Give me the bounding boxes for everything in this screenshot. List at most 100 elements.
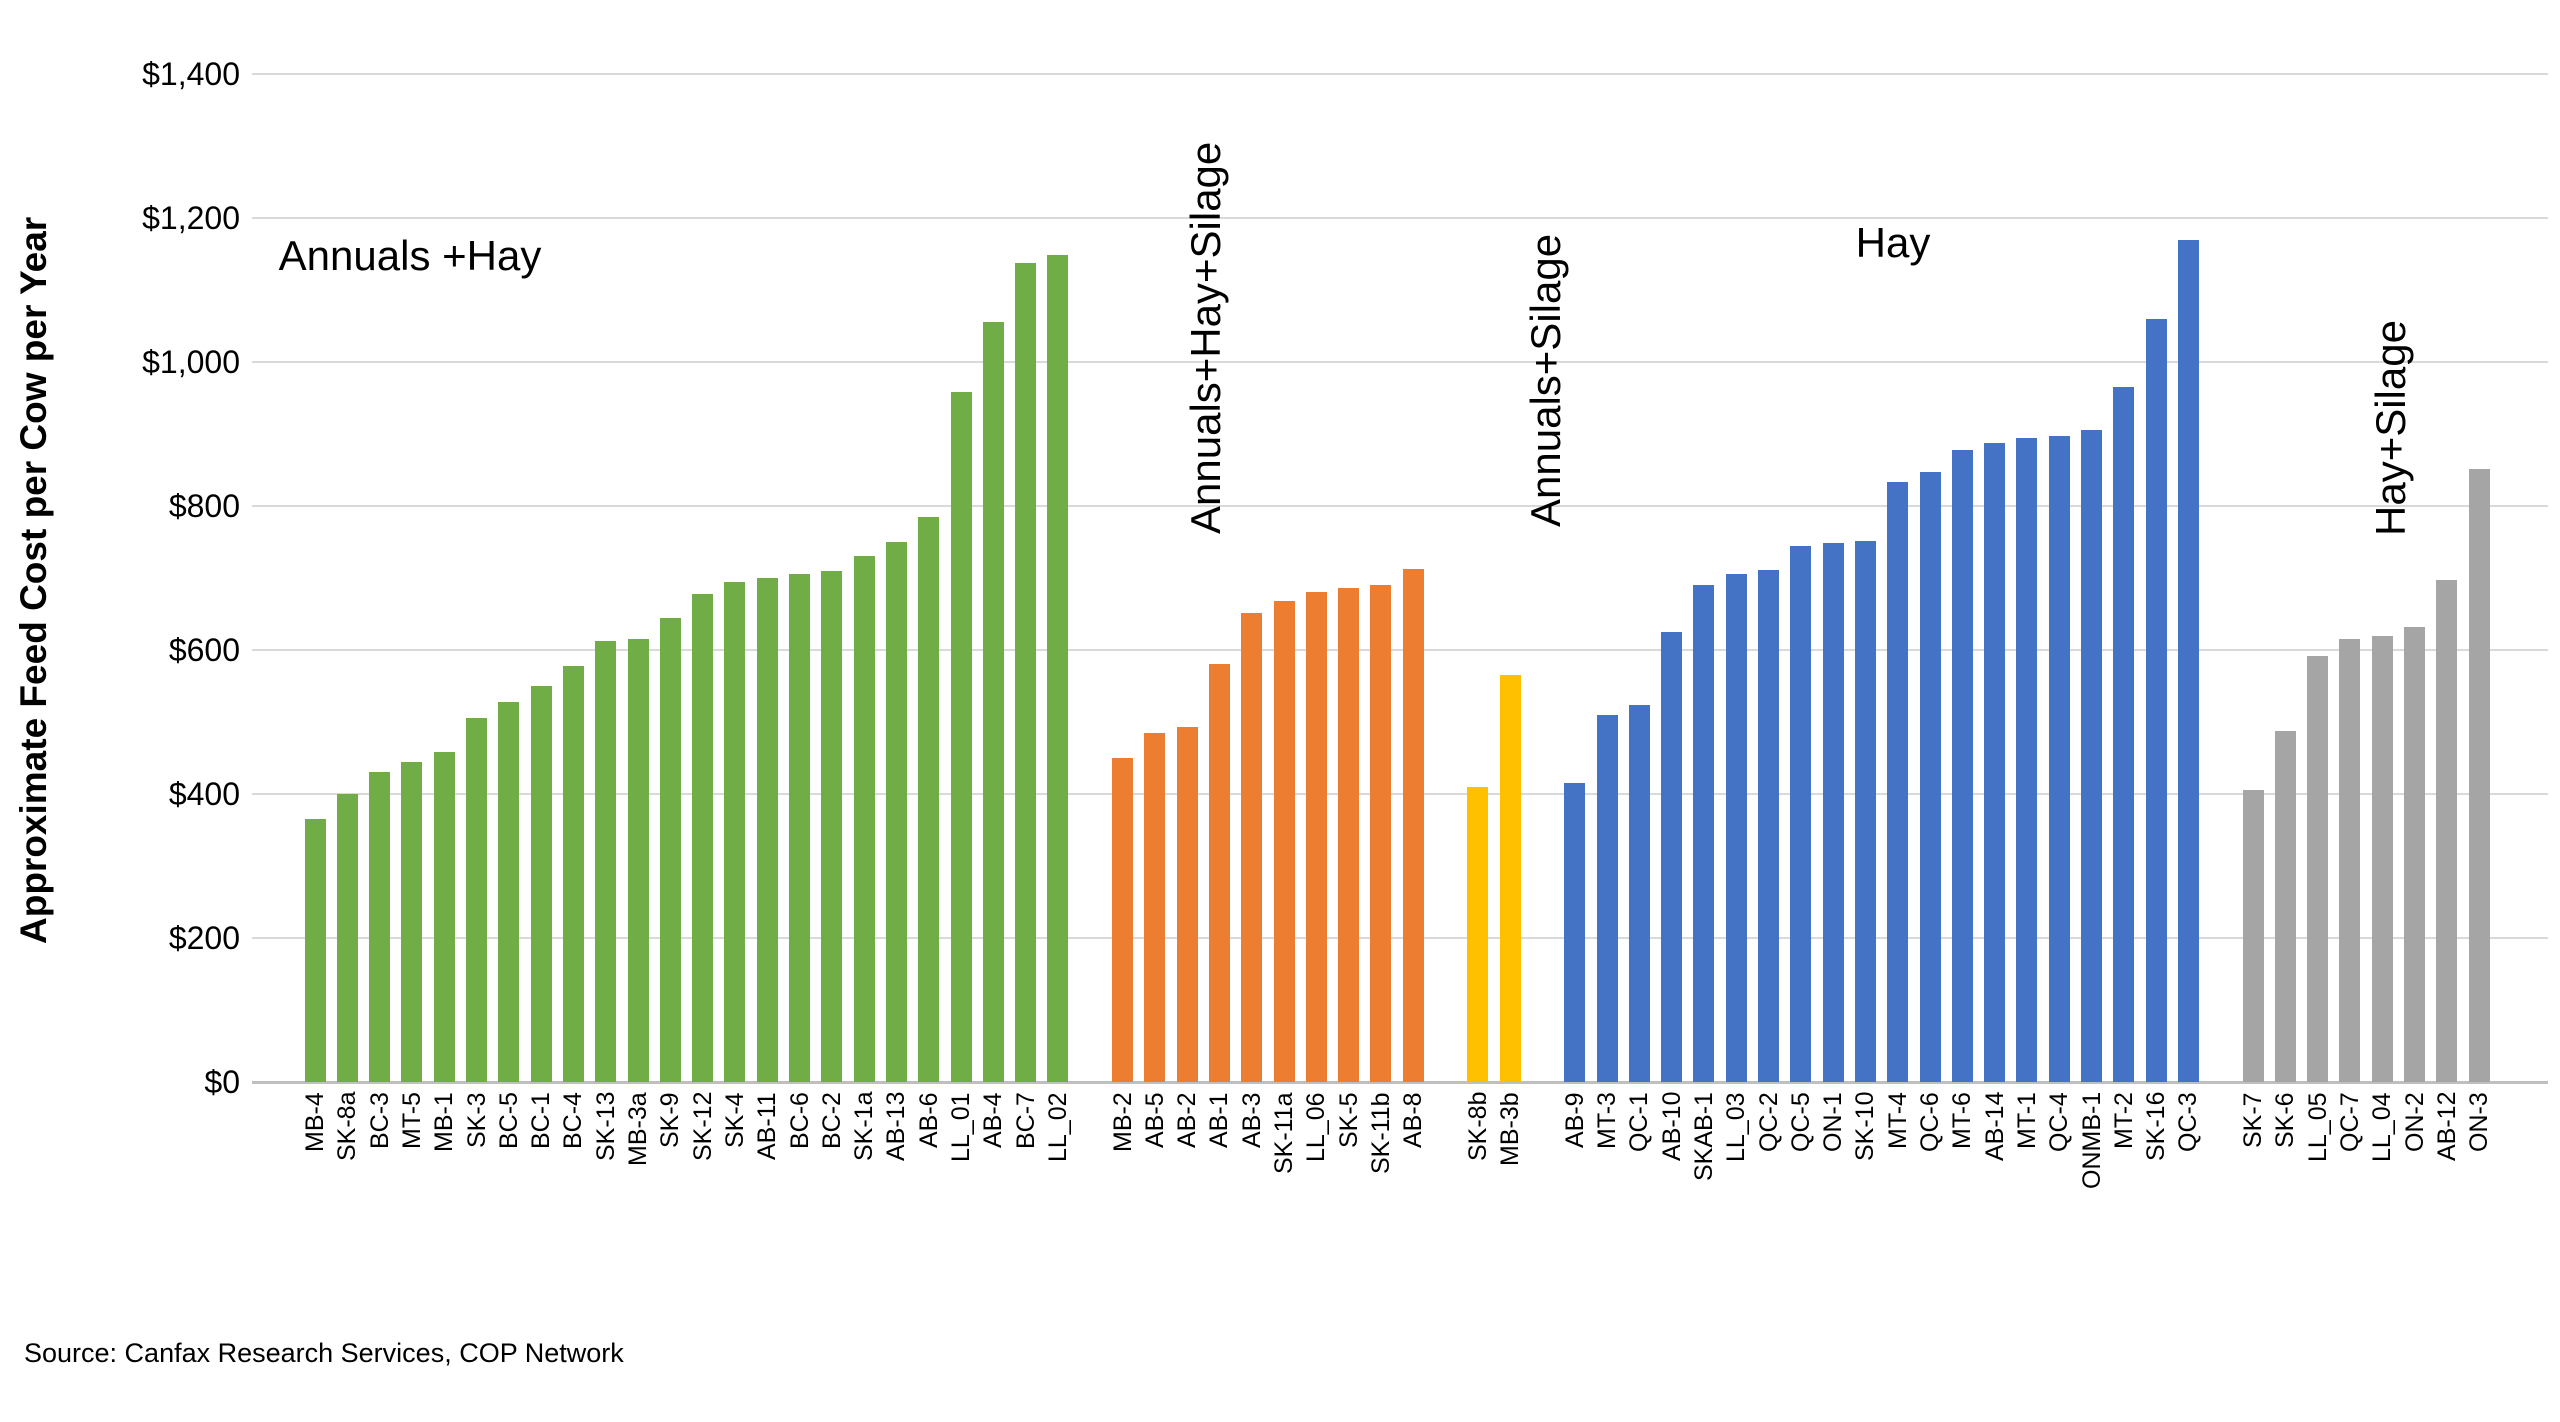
bar	[1854, 541, 1876, 1082]
bar	[2339, 639, 2361, 1082]
x-tick-label: AB-12	[2432, 1092, 2461, 1162]
bar	[1208, 664, 1230, 1082]
x-tick-label: QC-5	[1786, 1092, 1815, 1152]
x-tick-label: QC-7	[2335, 1092, 2364, 1152]
x-tick-label: SK-8a	[333, 1092, 362, 1162]
x-tick-label: LL_02	[1043, 1092, 1072, 1162]
x-tick-label: ON-1	[1819, 1092, 1848, 1152]
bar	[2048, 436, 2070, 1082]
bar	[2307, 655, 2329, 1082]
bar	[1984, 442, 2006, 1082]
group-label: Annuals +Hay	[278, 232, 542, 279]
x-tick-label: AB-14	[1980, 1092, 2009, 1162]
bar	[692, 593, 714, 1082]
bar	[369, 772, 391, 1082]
y-tick-label: $200	[168, 920, 240, 956]
group-label: Annuals+Silage	[1522, 233, 1569, 527]
x-tick-label: SK-11a	[1270, 1092, 1298, 1174]
x-tick-label: BC-3	[365, 1092, 394, 1149]
x-tick-label: MB-3b	[1496, 1092, 1525, 1166]
bar	[562, 665, 584, 1082]
x-tick-label: LL_04	[2368, 1092, 2397, 1162]
x-tick-label: BC-7	[1011, 1092, 1040, 1149]
bar	[1887, 482, 1909, 1082]
x-tick-label: MT-4	[1883, 1092, 1912, 1149]
x-tick-label: SK-4	[720, 1092, 749, 1148]
x-tick-label: SK-12	[688, 1092, 717, 1162]
x-tick-label: ONMB-1	[2077, 1092, 2106, 1190]
bar	[1015, 262, 1037, 1082]
x-tick-label: AB-11	[753, 1092, 782, 1160]
bar	[982, 322, 1004, 1082]
bar	[1176, 727, 1198, 1082]
x-tick-label: MT-3	[1593, 1092, 1621, 1149]
x-tick-label: MB-2	[1108, 1092, 1137, 1152]
x-tick-label: SKAB-1	[1689, 1092, 1718, 1181]
bar	[433, 752, 455, 1082]
bar	[2468, 468, 2490, 1082]
x-tick-label: QC-1	[1625, 1092, 1654, 1152]
bar	[789, 573, 810, 1082]
bar	[466, 718, 487, 1082]
bar	[1596, 714, 1618, 1082]
bar	[1790, 545, 1812, 1082]
x-tick-label: SK-6	[2271, 1092, 2300, 1148]
x-tick-label: ON-2	[2400, 1092, 2429, 1152]
x-tick-label: QC-4	[2045, 1092, 2074, 1152]
x-tick-label: BC-6	[785, 1092, 814, 1149]
y-tick-label: $1,000	[142, 344, 240, 380]
bar	[1822, 543, 1844, 1082]
x-tick-label: MT-5	[397, 1092, 426, 1149]
x-tick-label: BC-4	[559, 1092, 588, 1149]
x-tick-label: LL_05	[2303, 1092, 2332, 1162]
bar	[950, 392, 972, 1082]
bar	[1661, 632, 1683, 1082]
group-label: Annuals+Hay+Silage	[1182, 141, 1229, 535]
bar	[2404, 626, 2425, 1082]
bar	[2081, 430, 2102, 1082]
y-tick-label: $0	[204, 1064, 240, 1100]
x-tick-label: SK-3	[462, 1092, 491, 1148]
bar	[1402, 569, 1424, 1082]
x-tick-label: SK-11b	[1366, 1092, 1395, 1174]
x-tick-label: MB-4	[301, 1092, 329, 1152]
bar	[1919, 472, 1941, 1082]
bar	[821, 570, 843, 1082]
bar	[2113, 387, 2135, 1082]
group-label: Hay	[1855, 219, 1931, 266]
source-note: Source: Canfax Research Services, COP Ne…	[24, 1338, 624, 1368]
bar	[1499, 675, 1521, 1082]
y-axis-title: Approximate Feed Cost per Cow per Year	[13, 216, 54, 944]
gridline	[252, 73, 2548, 75]
gridline	[252, 649, 2548, 651]
bar	[1564, 783, 1586, 1082]
bar	[595, 641, 617, 1082]
x-tick-label: QC-2	[1754, 1092, 1783, 1152]
x-axis-line	[252, 1081, 2548, 1084]
y-tick-label: $1,400	[142, 56, 240, 92]
bar	[2177, 239, 2199, 1082]
x-tick-label: BC-5	[494, 1092, 523, 1149]
bar	[1628, 705, 1650, 1082]
x-tick-label: SK-9	[656, 1092, 685, 1148]
x-tick-label: MB-3a	[624, 1092, 652, 1166]
bar	[1725, 574, 1747, 1082]
bar	[1241, 612, 1263, 1082]
x-tick-label: SK-1a	[850, 1092, 879, 1162]
x-tick-label: AB-13	[882, 1092, 911, 1162]
x-tick-label: AB-9	[1560, 1092, 1589, 1148]
bar	[336, 794, 358, 1082]
x-tick-label: AB-5	[1140, 1092, 1169, 1148]
bar	[1144, 732, 1166, 1082]
x-tick-label: MT-1	[2012, 1092, 2041, 1149]
bar	[2436, 580, 2458, 1082]
gridline	[252, 505, 2548, 507]
gridline	[252, 217, 2548, 219]
bar	[1693, 585, 1715, 1082]
x-tick-label: SK-10	[1851, 1092, 1880, 1162]
bar	[1112, 758, 1133, 1082]
bar	[401, 761, 423, 1082]
x-tick-label: AB-2	[1173, 1092, 1202, 1148]
x-tick-label: MB-1	[430, 1092, 459, 1152]
